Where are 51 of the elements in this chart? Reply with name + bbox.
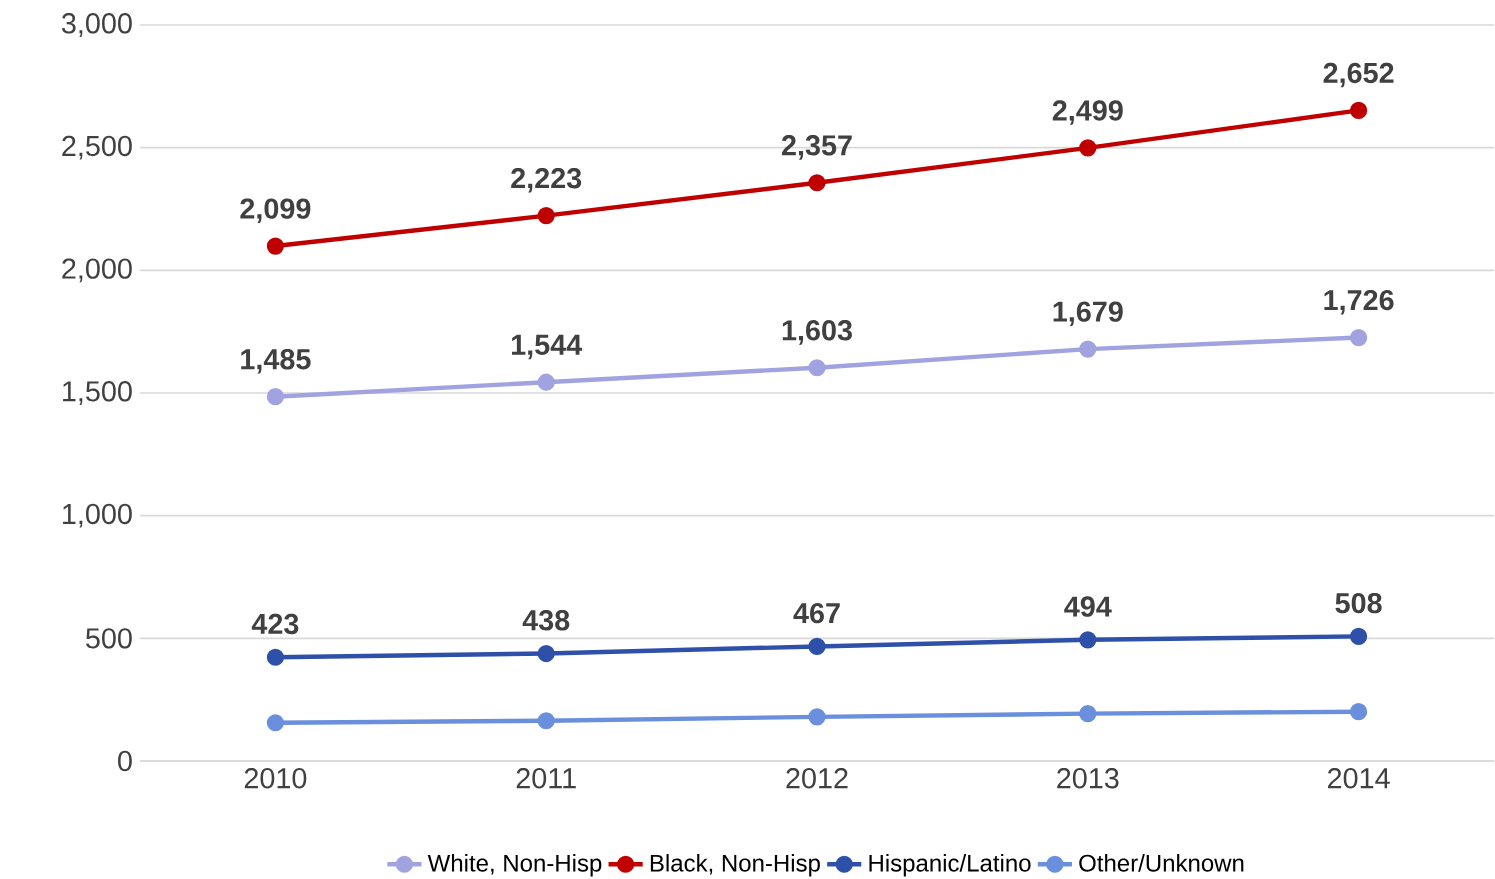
data-label: 1,544 bbox=[511, 334, 583, 360]
data-label: 1,485 bbox=[241, 349, 311, 374]
point bbox=[537, 373, 555, 391]
point bbox=[1079, 340, 1097, 358]
x-tick-label: 2014 bbox=[1328, 768, 1390, 789]
point bbox=[808, 637, 826, 656]
point bbox=[1350, 328, 1368, 347]
point bbox=[1079, 705, 1097, 723]
point bbox=[537, 207, 555, 225]
legend-label: Hispanic/Latino bbox=[869, 854, 1031, 877]
point bbox=[808, 174, 826, 192]
data-label: 1,603 bbox=[782, 320, 852, 345]
legend-label: White, Non-Hisp bbox=[427, 854, 602, 877]
data-label: 467 bbox=[793, 602, 840, 624]
data-label: 2,499 bbox=[1052, 100, 1123, 125]
point bbox=[537, 712, 555, 730]
y-tick-label: 500 bbox=[86, 628, 132, 649]
point bbox=[266, 237, 284, 255]
point bbox=[1079, 139, 1097, 157]
y-tick-label: 0 bbox=[118, 750, 132, 772]
point bbox=[1350, 627, 1368, 645]
data-label: 2,357 bbox=[781, 135, 852, 160]
data-label: 423 bbox=[251, 613, 299, 635]
legend-label: Other/Unknown bbox=[1079, 854, 1244, 872]
x-tick-label: 2012 bbox=[786, 768, 848, 789]
point bbox=[1079, 631, 1097, 649]
point bbox=[537, 644, 555, 663]
data-label: 2,652 bbox=[1323, 62, 1394, 88]
y-tick-label: 3,000 bbox=[61, 13, 132, 37]
y-tick-label: 1,500 bbox=[63, 381, 132, 405]
data-label: 508 bbox=[1335, 592, 1382, 614]
y-tick-label: 2,000 bbox=[62, 258, 132, 283]
point bbox=[266, 388, 284, 406]
point bbox=[1350, 703, 1368, 721]
x-tick-label: 2010 bbox=[244, 768, 307, 789]
point bbox=[808, 359, 826, 377]
legend-label: Black, Non-Hisp bbox=[650, 854, 820, 877]
data-label: 1,726 bbox=[1324, 289, 1394, 315]
x-tick-label: 2011 bbox=[516, 768, 576, 789]
data-label: 1,679 bbox=[1053, 301, 1123, 327]
point bbox=[808, 708, 826, 726]
point bbox=[266, 714, 284, 732]
x-tick-label: 2013 bbox=[1057, 768, 1119, 789]
data-label: 438 bbox=[522, 610, 570, 631]
point bbox=[1350, 101, 1368, 119]
data-label: 2,223 bbox=[511, 167, 582, 193]
point bbox=[266, 648, 284, 666]
data-label: 494 bbox=[1064, 596, 1112, 617]
y-tick-label: 1,000 bbox=[63, 503, 132, 528]
y-tick-label: 2,500 bbox=[62, 135, 132, 160]
data-label: 2,099 bbox=[240, 198, 311, 223]
